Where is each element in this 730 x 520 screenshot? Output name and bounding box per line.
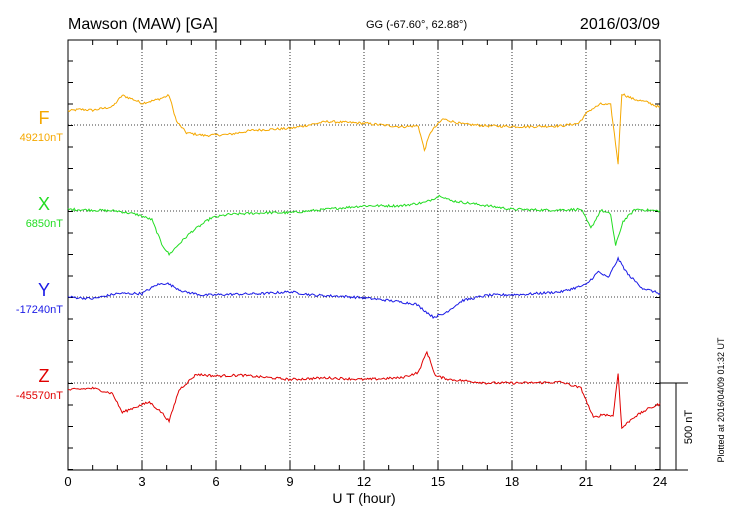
plot-frame	[67, 39, 661, 471]
series-line-X	[67, 194, 661, 257]
series-name-F: F	[39, 108, 50, 128]
x-tick-label-24: 24	[653, 474, 667, 489]
series-line-Y	[67, 256, 661, 320]
series-name-X: X	[38, 194, 50, 214]
x-axis-label: U T (hour)	[332, 490, 395, 506]
x-tick-labels: 0 3 6 9 12 15 18 21 24	[64, 474, 667, 489]
series-line-Z	[68, 350, 661, 430]
x-tick-label-0: 0	[64, 474, 71, 489]
series-labels: F 49210nT X 6850nT Y -17240nT Z -45570nT	[16, 108, 63, 402]
axis-ticks	[67, 40, 661, 470]
series-name-Y: Y	[38, 280, 50, 300]
x-tick-label-21: 21	[579, 474, 593, 489]
x-tick-label-15: 15	[431, 474, 445, 489]
series-baseline-F: 49210nT	[20, 132, 64, 144]
series-name-Z: Z	[39, 366, 50, 386]
series-baseline-Z: -45570nT	[16, 390, 63, 402]
series-line-F	[67, 93, 661, 165]
series-baseline-X: 6850nT	[26, 218, 64, 230]
x-tick-label-9: 9	[286, 474, 293, 489]
vertical-gridlines	[141, 40, 587, 470]
date-label: 2016/03/09	[580, 16, 660, 33]
plotted-at-note: Plotted at 2016/04/09 01:32 UT	[716, 337, 726, 463]
station-title: Mawson (MAW) [GA]	[68, 16, 218, 33]
x-tick-label-6: 6	[212, 474, 219, 489]
scale-bar-label: 500 nT	[683, 410, 695, 445]
x-tick-label-3: 3	[138, 474, 145, 489]
coordinates-label: GG (-67.60°, 62.88°)	[366, 19, 467, 31]
series-lines	[67, 93, 661, 430]
x-tick-label-18: 18	[505, 474, 519, 489]
scale-bar: 500 nT	[660, 382, 695, 471]
series-baseline-Y: -17240nT	[16, 304, 63, 316]
x-tick-label-12: 12	[357, 474, 371, 489]
